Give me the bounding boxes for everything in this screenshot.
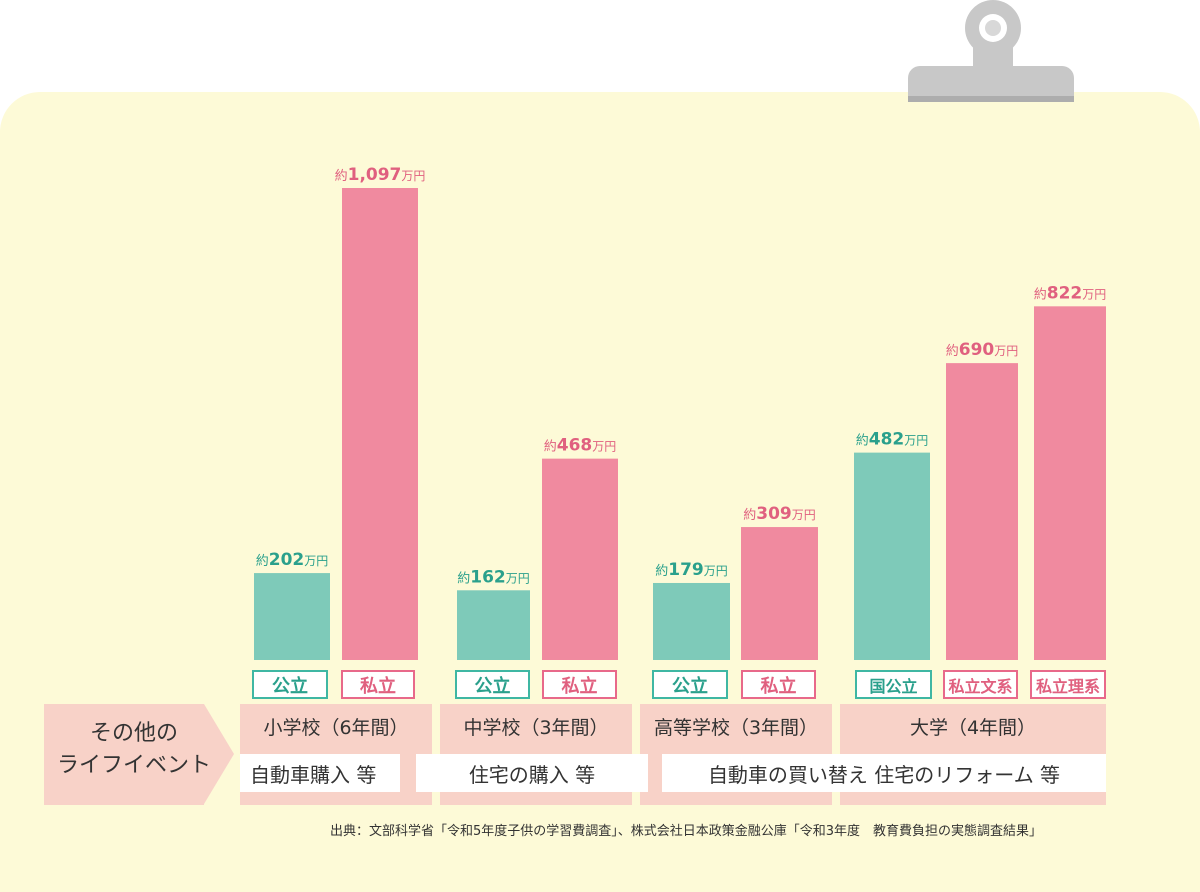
bar-private-8 <box>1034 306 1106 660</box>
clip-shadow <box>908 96 1074 102</box>
bar-category-label-1: 私立 <box>341 670 415 699</box>
bar-value-label-8: 約822万円 <box>1034 283 1107 303</box>
bar-category-label-0: 公立 <box>252 670 328 699</box>
bar-private-7 <box>946 363 1018 660</box>
bar-category-label-8: 私立理系 <box>1030 670 1106 699</box>
bar-private-1 <box>342 188 418 660</box>
bar-category-label-2: 公立 <box>455 670 530 699</box>
bar-value-label-6: 約482万円 <box>856 430 929 450</box>
group-label-junior-high: 中学校（3年間） <box>463 716 609 739</box>
life-event-text: 住宅の購入 等 <box>468 762 596 787</box>
life-event-heading-line1: その他の <box>89 721 178 746</box>
bar-private-3 <box>542 458 618 660</box>
bar-public-6 <box>854 452 930 660</box>
bar-public-2 <box>457 590 530 660</box>
bar-value-label-0: 約202万円 <box>256 550 329 570</box>
group-label-university: 大学（4年間） <box>909 716 1037 739</box>
source-note: 出典：文部科学省「令和5年度子供の学習費調査」、株式会社日本政策金融公庫「令和3… <box>330 824 1043 839</box>
bar-public-4 <box>653 582 730 660</box>
life-event-text: 自動車の買い替え 住宅のリフォーム 等 <box>707 762 1061 787</box>
bar-private-5 <box>741 527 818 660</box>
bar-public-0 <box>254 573 330 660</box>
life-event-arrow <box>44 704 204 805</box>
bar-category-label-7: 私立文系 <box>943 670 1018 699</box>
group-label-elementary: 小学校（6年間） <box>263 716 409 739</box>
bar-value-label-7: 約690万円 <box>946 340 1019 360</box>
bar-category-label-3: 私立 <box>542 670 617 699</box>
life-event-heading: その他の ライフイベント <box>44 718 224 782</box>
clip-ring-inner <box>985 20 1001 36</box>
bar-value-label-2: 約162万円 <box>457 567 530 587</box>
life-event-car-purchase: 自動車購入 等 <box>240 754 400 792</box>
life-event-arrow-tip <box>204 704 234 804</box>
bar-category-label-5: 私立 <box>741 670 816 699</box>
bar-value-label-3: 約468万円 <box>544 436 617 456</box>
bar-category-label-6: 国公立 <box>855 670 932 699</box>
bar-value-label-5: 約309万円 <box>743 504 816 524</box>
life-event-car-replace-reform: 自動車の買い替え 住宅のリフォーム 等 <box>662 754 1106 792</box>
life-event-heading-line2: ライフイベント <box>56 753 211 778</box>
clip-icon <box>908 66 1074 100</box>
bar-category-label-4: 公立 <box>652 670 728 699</box>
bar-value-label-1: 約1,097万円 <box>335 165 426 185</box>
bar-value-label-4: 約179万円 <box>655 560 728 580</box>
life-event-house-purchase: 住宅の購入 等 <box>416 754 648 792</box>
group-label-high-school: 高等学校（3年間） <box>653 716 819 739</box>
life-event-text: 自動車購入 等 <box>250 762 377 787</box>
